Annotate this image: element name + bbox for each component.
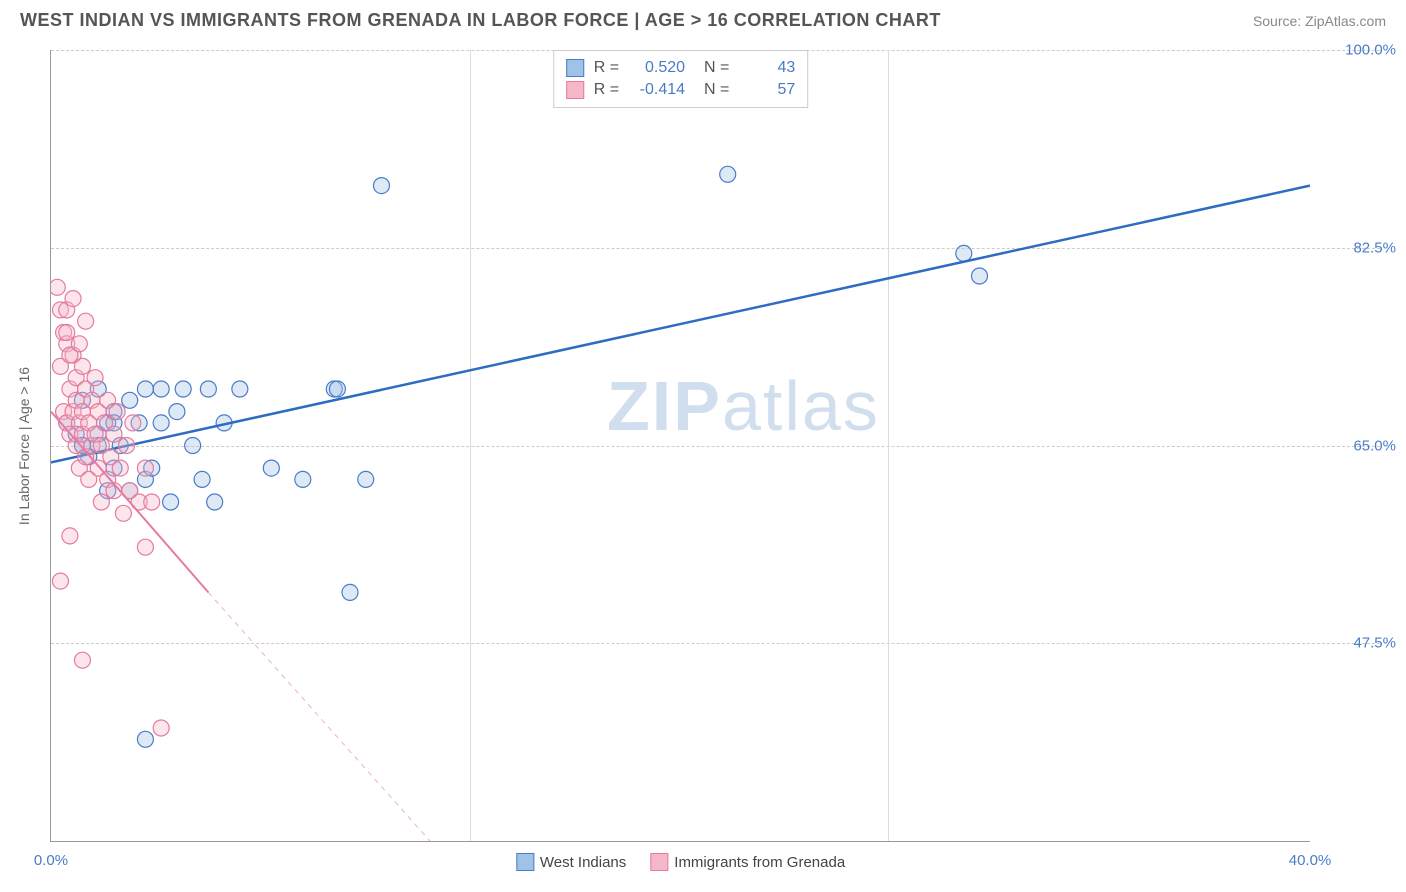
data-point [115, 505, 131, 521]
x-tick-label: 0.0% [34, 852, 68, 869]
data-point [329, 381, 345, 397]
data-point [169, 404, 185, 420]
scatter-plot-svg [51, 50, 1310, 841]
data-point [74, 652, 90, 668]
data-point [51, 279, 65, 295]
data-point [122, 392, 138, 408]
data-point [194, 471, 210, 487]
data-point [175, 381, 191, 397]
data-point [232, 381, 248, 397]
data-point [163, 494, 179, 510]
data-point [972, 268, 988, 284]
data-point [87, 370, 103, 386]
data-point [263, 460, 279, 476]
data-point [153, 415, 169, 431]
legend-label: West Indians [540, 854, 626, 871]
legend-label: Immigrants from Grenada [674, 854, 845, 871]
data-point [78, 313, 94, 329]
n-value: 57 [739, 81, 795, 99]
data-point [112, 460, 128, 476]
data-point [137, 539, 153, 555]
data-point [153, 720, 169, 736]
data-point [144, 494, 160, 510]
data-point [956, 245, 972, 261]
plot-area: ZIPatlas R =0.520 N =43R =-0.414 N =57 W… [50, 50, 1310, 842]
data-point [71, 336, 87, 352]
title-bar: WEST INDIAN VS IMMIGRANTS FROM GRENADA I… [0, 0, 1406, 39]
data-point [200, 381, 216, 397]
data-point [342, 584, 358, 600]
data-point [59, 325, 75, 341]
data-point [137, 381, 153, 397]
data-point [65, 291, 81, 307]
legend-item: Immigrants from Grenada [650, 853, 845, 871]
data-point [295, 471, 311, 487]
legend-row: R = -0.414 N = 57 [566, 79, 796, 101]
data-point [358, 471, 374, 487]
data-point [109, 404, 125, 420]
y-tick-label: 47.5% [1353, 635, 1396, 652]
y-tick-label: 100.0% [1345, 42, 1396, 59]
y-axis-label: In Labor Force | Age > 16 [16, 367, 32, 525]
data-point [137, 460, 153, 476]
legend-swatch [516, 853, 534, 871]
n-label: N = [695, 59, 729, 77]
n-label: N = [695, 81, 729, 99]
legend-item: West Indians [516, 853, 626, 871]
legend-correlation: R = 0.520 N = 43 R = -0.414 N = 57 [553, 50, 809, 108]
legend-row: R = 0.520 N = 43 [566, 57, 796, 79]
legend-series: West Indians Immigrants from Grenada [516, 853, 845, 871]
data-point [106, 426, 122, 442]
source-label: Source: ZipAtlas.com [1253, 13, 1386, 29]
legend-swatch [566, 59, 584, 77]
data-point [119, 438, 135, 454]
data-point [373, 178, 389, 194]
data-point [153, 381, 169, 397]
data-point [93, 494, 109, 510]
data-point [185, 438, 201, 454]
data-point [137, 731, 153, 747]
data-point [74, 358, 90, 374]
legend-swatch [650, 853, 668, 871]
r-value: -0.414 [629, 81, 685, 99]
chart-container: WEST INDIAN VS IMMIGRANTS FROM GRENADA I… [0, 0, 1406, 892]
legend-swatch [566, 81, 584, 99]
n-value: 43 [739, 59, 795, 77]
r-label: R = [594, 59, 619, 77]
data-point [720, 166, 736, 182]
data-point [207, 494, 223, 510]
r-label: R = [594, 81, 619, 99]
r-value: 0.520 [629, 59, 685, 77]
x-tick-label: 40.0% [1289, 852, 1332, 869]
chart-title: WEST INDIAN VS IMMIGRANTS FROM GRENADA I… [20, 10, 941, 31]
regression-line [51, 186, 1310, 463]
data-point [125, 415, 141, 431]
data-point [52, 573, 68, 589]
y-tick-label: 82.5% [1353, 239, 1396, 256]
data-point [62, 528, 78, 544]
y-tick-label: 65.0% [1353, 437, 1396, 454]
regression-line-extrapolated [208, 592, 460, 841]
